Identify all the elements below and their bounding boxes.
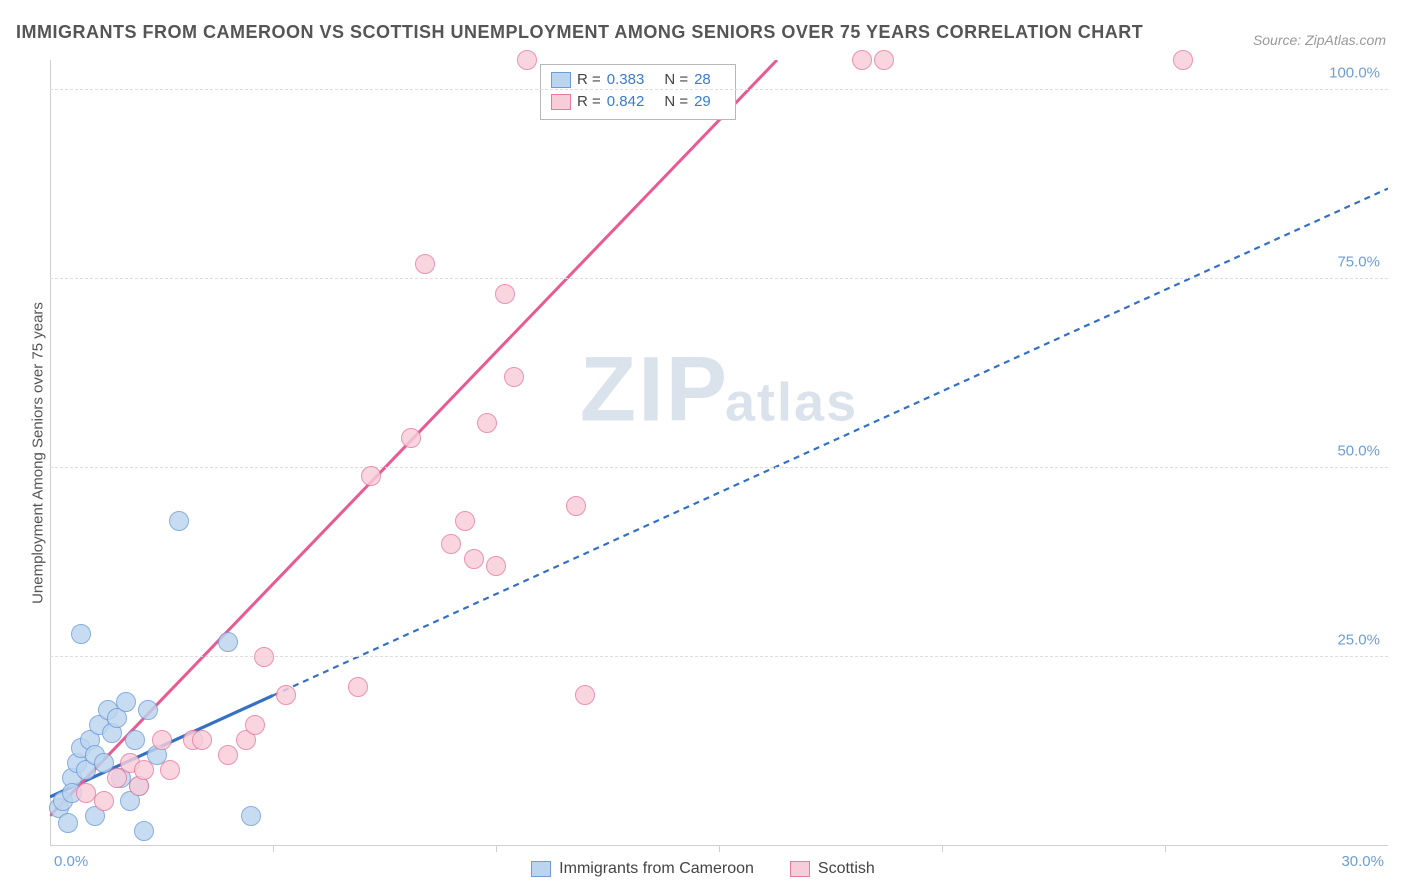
legend-series-name: Scottish <box>818 860 875 878</box>
scatter-point <box>276 685 296 705</box>
y-axis-line <box>50 60 51 846</box>
legend-series-name: Immigrants from Cameroon <box>559 860 754 878</box>
source-label: Source: ZipAtlas.com <box>1253 32 1386 48</box>
bottom-legend: Immigrants from Cameroon Scottish <box>0 860 1406 878</box>
legend-item: Scottish <box>790 860 875 878</box>
scatter-point <box>218 745 238 765</box>
legend-stats-box: R = 0.383 N = 28 R = 0.842 N = 29 <box>540 64 736 120</box>
scatter-point <box>401 428 421 448</box>
legend-stat-row: R = 0.383 N = 28 <box>551 69 725 91</box>
scatter-point <box>486 556 506 576</box>
scatter-point <box>58 813 78 833</box>
scatter-point <box>245 715 265 735</box>
scatter-point <box>152 730 172 750</box>
stat-n-label: N = <box>664 69 688 91</box>
x-tick-mark <box>719 846 720 852</box>
scatter-point <box>241 806 261 826</box>
watermark: ZIP atlas <box>580 338 858 443</box>
scatter-point <box>575 685 595 705</box>
grid-line <box>50 467 1388 468</box>
scatter-point <box>254 647 274 667</box>
legend-swatch-icon <box>790 861 810 877</box>
legend-swatch-icon <box>531 861 551 877</box>
scatter-point <box>125 730 145 750</box>
scatter-point <box>441 534 461 554</box>
y-tick-label: 100.0% <box>1329 65 1380 82</box>
scatter-point <box>566 496 586 516</box>
y-tick-label: 25.0% <box>1337 632 1380 649</box>
scatter-point <box>192 730 212 750</box>
stat-r-value: 0.842 <box>607 91 645 113</box>
scatter-point <box>169 511 189 531</box>
chart-title: IMMIGRANTS FROM CAMEROON VS SCOTTISH UNE… <box>16 22 1143 43</box>
scatter-point <box>138 700 158 720</box>
scatter-point <box>116 692 136 712</box>
y-tick-label: 75.0% <box>1337 254 1380 271</box>
scatter-point <box>71 624 91 644</box>
grid-line <box>50 89 1388 90</box>
stat-n-value: 28 <box>694 69 711 91</box>
x-tick-mark <box>1165 846 1166 852</box>
stat-n-label: N = <box>664 91 688 113</box>
scatter-point <box>874 50 894 70</box>
stat-n-value: 29 <box>694 91 711 113</box>
stat-r-label: R = <box>577 69 601 91</box>
scatter-point <box>134 821 154 841</box>
legend-stat-row: R = 0.842 N = 29 <box>551 91 725 113</box>
y-tick-label: 50.0% <box>1337 443 1380 460</box>
x-tick-mark <box>942 846 943 852</box>
legend-swatch-icon <box>551 94 571 110</box>
grid-line <box>50 656 1388 657</box>
scatter-point <box>464 549 484 569</box>
legend-item: Immigrants from Cameroon <box>531 860 754 878</box>
scatter-point <box>455 511 475 531</box>
stat-r-value: 0.383 <box>607 69 645 91</box>
scatter-point <box>160 760 180 780</box>
scatter-point <box>517 50 537 70</box>
scatter-point <box>134 760 154 780</box>
x-tick-mark <box>496 846 497 852</box>
scatter-point <box>218 632 238 652</box>
scatter-point <box>415 254 435 274</box>
scatter-point <box>348 677 368 697</box>
scatter-point <box>477 413 497 433</box>
scatter-point <box>852 50 872 70</box>
scatter-point <box>94 791 114 811</box>
stat-r-label: R = <box>577 91 601 113</box>
scatter-point <box>495 284 515 304</box>
legend-swatch-icon <box>551 72 571 88</box>
y-axis-label: Unemployment Among Seniors over 75 years <box>30 302 47 604</box>
scatter-point <box>361 466 381 486</box>
watermark-big: ZIP <box>580 338 729 443</box>
chart-area: Unemployment Among Seniors over 75 years… <box>50 60 1388 846</box>
scatter-point <box>504 367 524 387</box>
grid-line <box>50 278 1388 279</box>
scatter-point <box>1173 50 1193 70</box>
plot-region: 0.0% 30.0% ZIP atlas R = 0.383N = 28R = … <box>50 60 1388 846</box>
watermark-rest: atlas <box>725 372 858 434</box>
x-tick-mark <box>273 846 274 852</box>
